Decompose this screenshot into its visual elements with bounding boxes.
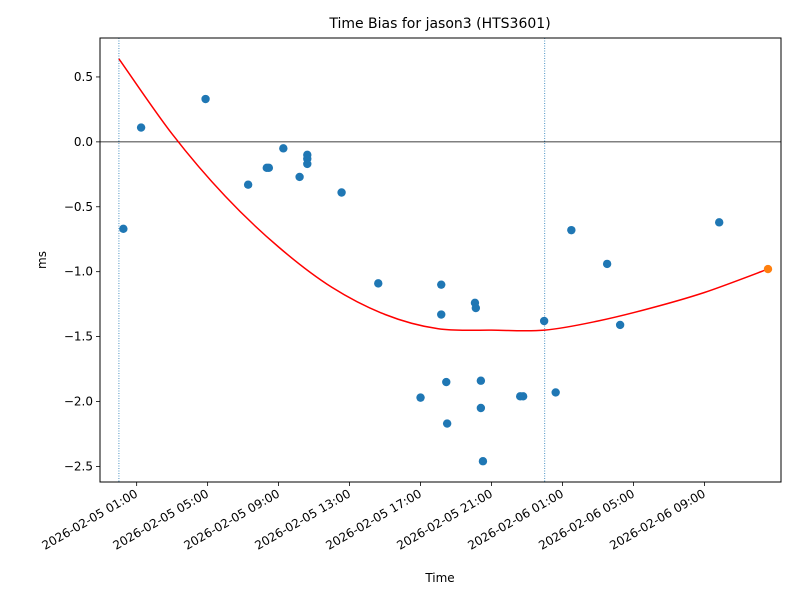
- data-point: [136, 123, 146, 132]
- y-axis-label: ms: [35, 251, 49, 269]
- data-point: [437, 310, 446, 319]
- y-tick-label: −2.0: [64, 395, 93, 409]
- data-point: [437, 280, 446, 289]
- data-point: [442, 377, 451, 387]
- plot-frame: [99, 37, 782, 483]
- x-axis-label: Time: [424, 571, 454, 585]
- data-point: [602, 259, 612, 269]
- y-tick-label: −1.5: [64, 330, 93, 344]
- data-point: [478, 457, 488, 466]
- data-point: [264, 163, 274, 173]
- data-point: [279, 144, 288, 153]
- data-point: [416, 393, 425, 402]
- data-point: [119, 224, 128, 234]
- plot-area: [100, 38, 781, 482]
- y-tick-label: −1.0: [64, 265, 93, 279]
- data-point: [374, 279, 383, 288]
- data-point: [714, 218, 724, 227]
- data-point: [243, 180, 253, 189]
- data-point: [518, 392, 528, 401]
- fit-curve: [118, 58, 769, 332]
- y-tick-label: 0.5: [74, 70, 93, 84]
- data-point: [476, 376, 486, 385]
- data-point: [303, 159, 312, 169]
- data-point: [476, 403, 486, 413]
- data-point: [337, 188, 346, 197]
- data-point: [567, 225, 576, 235]
- y-tick-label: −0.5: [64, 200, 93, 214]
- data-point: [539, 316, 549, 326]
- data-point: [471, 303, 481, 313]
- data-point: [551, 388, 560, 397]
- chart-title: Time Bias for jason3 (HTS3601): [328, 16, 550, 32]
- y-tick-label: −2.5: [64, 459, 93, 473]
- data-point: [295, 172, 304, 182]
- latest-data-point: [763, 264, 773, 274]
- data-point: [442, 419, 452, 428]
- data-point: [615, 320, 625, 330]
- data-point: [201, 94, 210, 104]
- y-tick-label: 0.0: [74, 135, 93, 149]
